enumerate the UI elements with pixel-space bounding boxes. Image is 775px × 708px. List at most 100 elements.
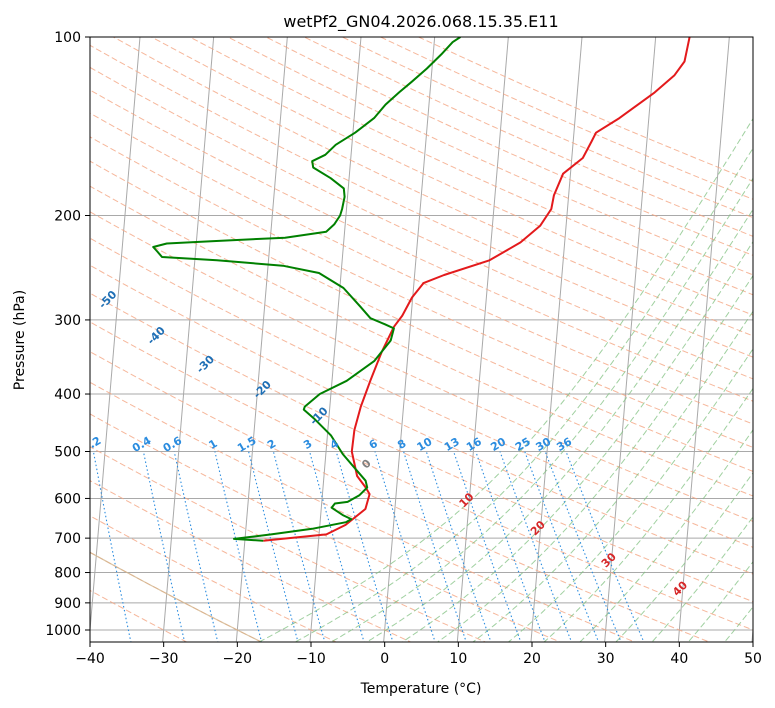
y-tick-label: 900 (54, 596, 81, 612)
moist-adiabat--5 (365, 208, 753, 642)
isotherm-0 (383, 37, 436, 642)
dry-adiabat-40 (90, 351, 711, 642)
moist-adiabat-15 (507, 348, 753, 642)
dry-adiabat-140 (90, 89, 753, 402)
dry-adiabat-70 (90, 264, 753, 575)
mixing-ratio-line-2 (272, 451, 326, 642)
dry-adiabat--10 (90, 515, 338, 642)
y-axis: 100 200 300 400 500 600 700 800 900 1000 (45, 30, 90, 639)
moist-adiabat--15 (294, 147, 753, 642)
y-tick-label: 100 (54, 30, 81, 46)
dry-adiabat-200 (227, 37, 753, 276)
mixing-ratio-line-8 (403, 451, 467, 642)
y-tick-label: 300 (54, 313, 81, 329)
mixing-ratio-label: 1 (207, 437, 220, 452)
mixing-ratio-line-1.5 (248, 451, 299, 642)
y-tick-label: 400 (54, 387, 81, 403)
moist-adiabat-25 (579, 428, 753, 642)
x-tick-label: 30 (597, 651, 615, 667)
dry-adiabat-60 (90, 292, 753, 603)
mixing-ratio-line-0.2 (92, 451, 132, 642)
moist-adiabat-0 (401, 240, 753, 642)
y-tick-label: 500 (54, 444, 81, 460)
isotherm-label: 10 (457, 490, 477, 510)
chart-title: wetPf2_GN04.2026.068.15.35.E11 (283, 12, 558, 32)
x-tick-label: −10 (296, 651, 326, 667)
isotherm-label: -70 (9, 185, 32, 208)
isotherm--20 (235, 37, 288, 642)
isotherm-label: -30 (194, 353, 217, 376)
sounding-series (152, 37, 691, 542)
mixing-ratio-line-1 (214, 451, 263, 642)
moist-adiabat--10 (330, 177, 753, 642)
x-tick-label: −40 (75, 651, 105, 667)
dry-adiabat-20 (90, 413, 562, 642)
x-axis-label: Temperature (°C) (360, 681, 482, 697)
moist-adiabat-20 (543, 387, 753, 642)
dry-adiabat-180 (151, 37, 753, 316)
y-tick-label: 700 (54, 531, 81, 547)
mixing-ratio-line-25 (524, 451, 600, 642)
isotherm-label: 20 (528, 518, 548, 538)
dry-adiabat--30 (90, 589, 188, 642)
mixing-ratio-line-30 (544, 451, 622, 642)
mixing-ratio-line-36 (565, 451, 645, 642)
x-tick-label: 40 (670, 651, 688, 667)
mixing-ratio-line-0.4 (142, 451, 186, 642)
mixing-ratio-label: 6 (367, 437, 380, 452)
moist-adiabat-45 (724, 606, 753, 642)
plot-frame (89, 36, 754, 643)
isotherm-label: -20 (251, 378, 274, 401)
dry-adiabat-230 (342, 37, 753, 219)
x-tick-label: −20 (223, 651, 253, 667)
mixing-ratio-line-0.6 (173, 451, 219, 642)
background-grid (90, 37, 753, 642)
isotherm-50 (751, 624, 753, 642)
plot-area: 0.10.20.40.611.52346810131620253036-100-… (9, 37, 753, 642)
moist-adiabat-30 (615, 471, 753, 642)
x-tick-label: 20 (523, 651, 541, 667)
dry-adiabat-220 (303, 37, 753, 237)
y-tick-label: 800 (54, 566, 81, 582)
dry-adiabat-solid--20 (90, 551, 263, 642)
mixing-ratio-line-3 (309, 451, 365, 642)
dry-adiabat-100 (90, 185, 753, 497)
isotherm--40 (90, 37, 141, 636)
x-tick-label: 0 (380, 651, 389, 667)
mixing-ratio-label: 3 (301, 437, 314, 452)
isotherm-label: 40 (670, 578, 690, 598)
y-tick-label: 1000 (45, 623, 81, 639)
x-axis: −40 −30 −20 −10 0 10 20 30 40 50 (75, 642, 762, 667)
dry-adiabat-210 (265, 37, 753, 256)
isotherm-label: -60 (48, 245, 71, 268)
mixing-ratio-line-20 (499, 451, 573, 642)
isotherm--30 (162, 37, 215, 642)
isotherm-label: 0 (359, 456, 374, 471)
isotherm-30 (604, 37, 657, 642)
isotherm-label: 30 (599, 550, 619, 570)
dry-adiabat-240 (380, 37, 753, 200)
dry-adiabat-170 (113, 37, 753, 337)
mixing-ratio-line-10 (425, 451, 492, 642)
x-tick-label: −30 (149, 651, 179, 667)
isotherm-40 (677, 37, 730, 642)
isotherm-20 (530, 37, 583, 642)
moist-adiabat-40 (687, 560, 753, 642)
dewpoint-line (152, 37, 461, 542)
dry-adiabat-30 (90, 381, 636, 642)
isotherm-10 (456, 37, 509, 642)
x-tick-label: 10 (449, 651, 467, 667)
mixing-ratio-label: 0.1 (33, 434, 56, 455)
moist-adiabat-5 (436, 274, 753, 642)
dry-adiabat-120 (90, 136, 753, 448)
dry-adiabat-90 (90, 211, 753, 522)
dry-adiabat-50 (90, 321, 753, 631)
y-axis-label: Pressure (hPa) (12, 290, 28, 390)
isotherm-label: -10 (307, 404, 330, 427)
dry-adiabat--20 (90, 551, 263, 642)
dry-adiabat-110 (90, 160, 753, 472)
x-tick-label: 50 (744, 651, 762, 667)
y-tick-label: 200 (54, 209, 81, 225)
dry-adiabat-10 (90, 446, 487, 642)
